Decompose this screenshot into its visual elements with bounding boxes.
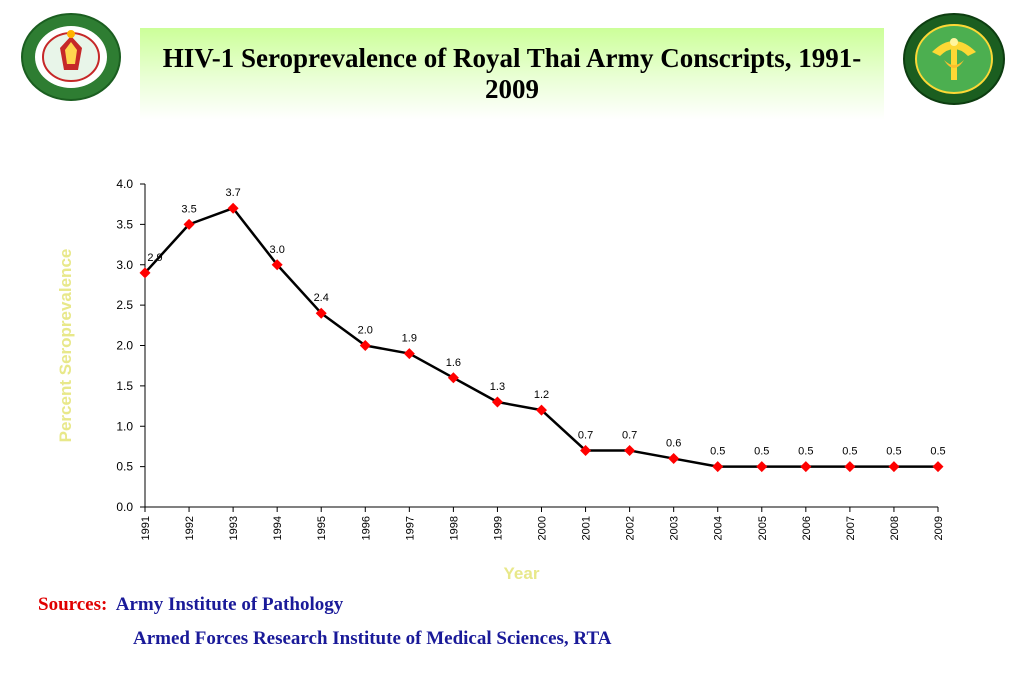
- data-point: [359, 340, 371, 351]
- data-label: 1.3: [490, 381, 505, 393]
- data-point: [712, 461, 724, 473]
- x-tick-label: 1991: [140, 516, 152, 540]
- x-tick-label: 2002: [625, 516, 637, 540]
- data-point: [491, 396, 503, 408]
- y-tick-label: 2.5: [116, 298, 133, 312]
- x-tick-label: 1997: [404, 516, 416, 540]
- data-point: [447, 372, 459, 384]
- y-tick-label: 1.0: [116, 419, 133, 433]
- data-label: 3.0: [270, 244, 285, 256]
- armed-forces-research-institute-seal-icon: [20, 12, 122, 102]
- data-label: 3.5: [181, 203, 196, 215]
- data-label: 0.5: [842, 446, 857, 458]
- y-tick-label: 0.0: [116, 500, 133, 514]
- data-label: 0.6: [666, 438, 681, 450]
- x-axis-title: Year: [504, 564, 540, 583]
- data-label: 3.7: [225, 187, 240, 199]
- data-point: [580, 444, 592, 456]
- x-tick-label: 2006: [801, 516, 813, 540]
- series-line: [144, 206, 938, 468]
- x-tick-label: 2003: [669, 516, 681, 540]
- x-tick-label: 2001: [581, 516, 593, 540]
- data-label: 0.7: [578, 429, 593, 441]
- y-tick-label: 2.0: [116, 339, 133, 353]
- data-label: 2.4: [314, 292, 329, 304]
- chart: Percent Seroprevalence Year 0.0 0.5 1.0 1.5…: [56, 177, 946, 583]
- source-item: Armed Forces Research Institute of Medic…: [133, 628, 612, 649]
- x-tick-label: 1995: [316, 516, 328, 540]
- data-point: [536, 404, 547, 416]
- x-tick-label: 2000: [537, 516, 549, 540]
- data-point: [403, 348, 415, 360]
- y-tick-label: 4.0: [116, 177, 133, 191]
- data-point: [800, 461, 812, 473]
- data-point: [315, 307, 327, 319]
- data-point: [271, 259, 283, 271]
- x-tick-label: 1992: [184, 516, 196, 540]
- y-axis-title: Percent Seroprevalence: [56, 249, 75, 443]
- x-tick-label: 2004: [713, 516, 725, 540]
- x-tick-label: 1994: [272, 516, 284, 540]
- data-label: 1.9: [402, 333, 417, 345]
- data-point: [888, 461, 900, 473]
- x-tick-label: 2007: [845, 516, 857, 540]
- data-point: [139, 267, 151, 279]
- data-label: 0.7: [622, 429, 637, 441]
- source-item: Army Institute of Pathology: [115, 594, 344, 615]
- data-label: 0.5: [710, 446, 725, 458]
- data-label: 2.0: [358, 325, 373, 337]
- data-label: 1.2: [534, 389, 549, 401]
- x-tick-label: 2008: [889, 516, 901, 540]
- data-point: [624, 444, 636, 456]
- data-point: [844, 461, 856, 473]
- ministry-of-public-health-seal-icon: [902, 12, 1006, 106]
- x-tick-label: 1998: [448, 516, 460, 540]
- title-banner: HIV-1 Seroprevalence of Royal Thai Army …: [140, 28, 884, 120]
- x-tick-label: 1993: [228, 516, 240, 540]
- x-tick-label: 2009: [933, 516, 945, 540]
- data-point: [183, 218, 195, 230]
- y-tick-label: 1.5: [116, 379, 133, 393]
- data-point: [932, 461, 944, 473]
- y-tick-label: 3.5: [116, 217, 133, 231]
- data-point: [668, 453, 680, 465]
- data-label: 2.9: [147, 252, 162, 264]
- data-label: 0.5: [798, 446, 813, 458]
- y-tick-label: 3.0: [116, 258, 133, 272]
- data-label: 0.5: [754, 446, 769, 458]
- sources-label: Sources:: [38, 594, 108, 615]
- y-tick-label: 0.5: [116, 460, 133, 474]
- data-label: 0.5: [886, 446, 901, 458]
- data-label: 0.5: [930, 446, 945, 458]
- plot-area: 0.0 0.5 1.0 1.5 2.0 2.5 3.0 3.5 4.0 1991 1992 1993 1…: [116, 177, 945, 540]
- data-point: [756, 461, 768, 473]
- sources-line: Sources: Army Institute of Pathology: [38, 594, 343, 616]
- page-title: HIV-1 Seroprevalence of Royal Thai Army …: [162, 43, 862, 104]
- x-tick-label: 2005: [757, 516, 769, 540]
- x-tick-label: 1996: [360, 516, 372, 540]
- data-label: 1.6: [446, 357, 461, 369]
- data-point: [227, 202, 239, 214]
- x-tick-label: 1999: [492, 516, 504, 540]
